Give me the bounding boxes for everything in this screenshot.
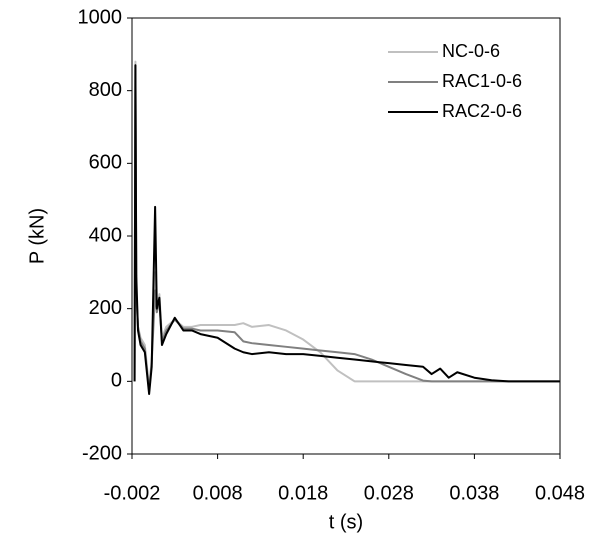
legend-label: RAC2-0-6	[442, 101, 522, 121]
y-axis-label: P (kN)	[26, 208, 48, 264]
y-tick-label: 800	[89, 79, 122, 101]
legend-label: RAC1-0-6	[442, 71, 522, 91]
series-line	[133, 64, 560, 396]
x-tick-label: 0.008	[193, 482, 243, 504]
y-tick-label: 200	[89, 297, 122, 319]
x-axis-label: t (s)	[329, 511, 363, 533]
x-tick-label: -0.002	[104, 482, 161, 504]
legend-label: NC-0-6	[442, 41, 500, 61]
x-tick-label: 0.028	[364, 482, 414, 504]
y-tick-label: 400	[89, 224, 122, 246]
y-tick-label: -200	[82, 442, 122, 464]
y-tick-label: 0	[111, 370, 122, 392]
y-tick-label: 1000	[78, 6, 123, 28]
x-tick-label: 0.048	[535, 482, 585, 504]
y-tick-label: 600	[89, 152, 122, 174]
x-tick-label: 0.038	[449, 482, 499, 504]
x-tick-label: 0.018	[278, 482, 328, 504]
